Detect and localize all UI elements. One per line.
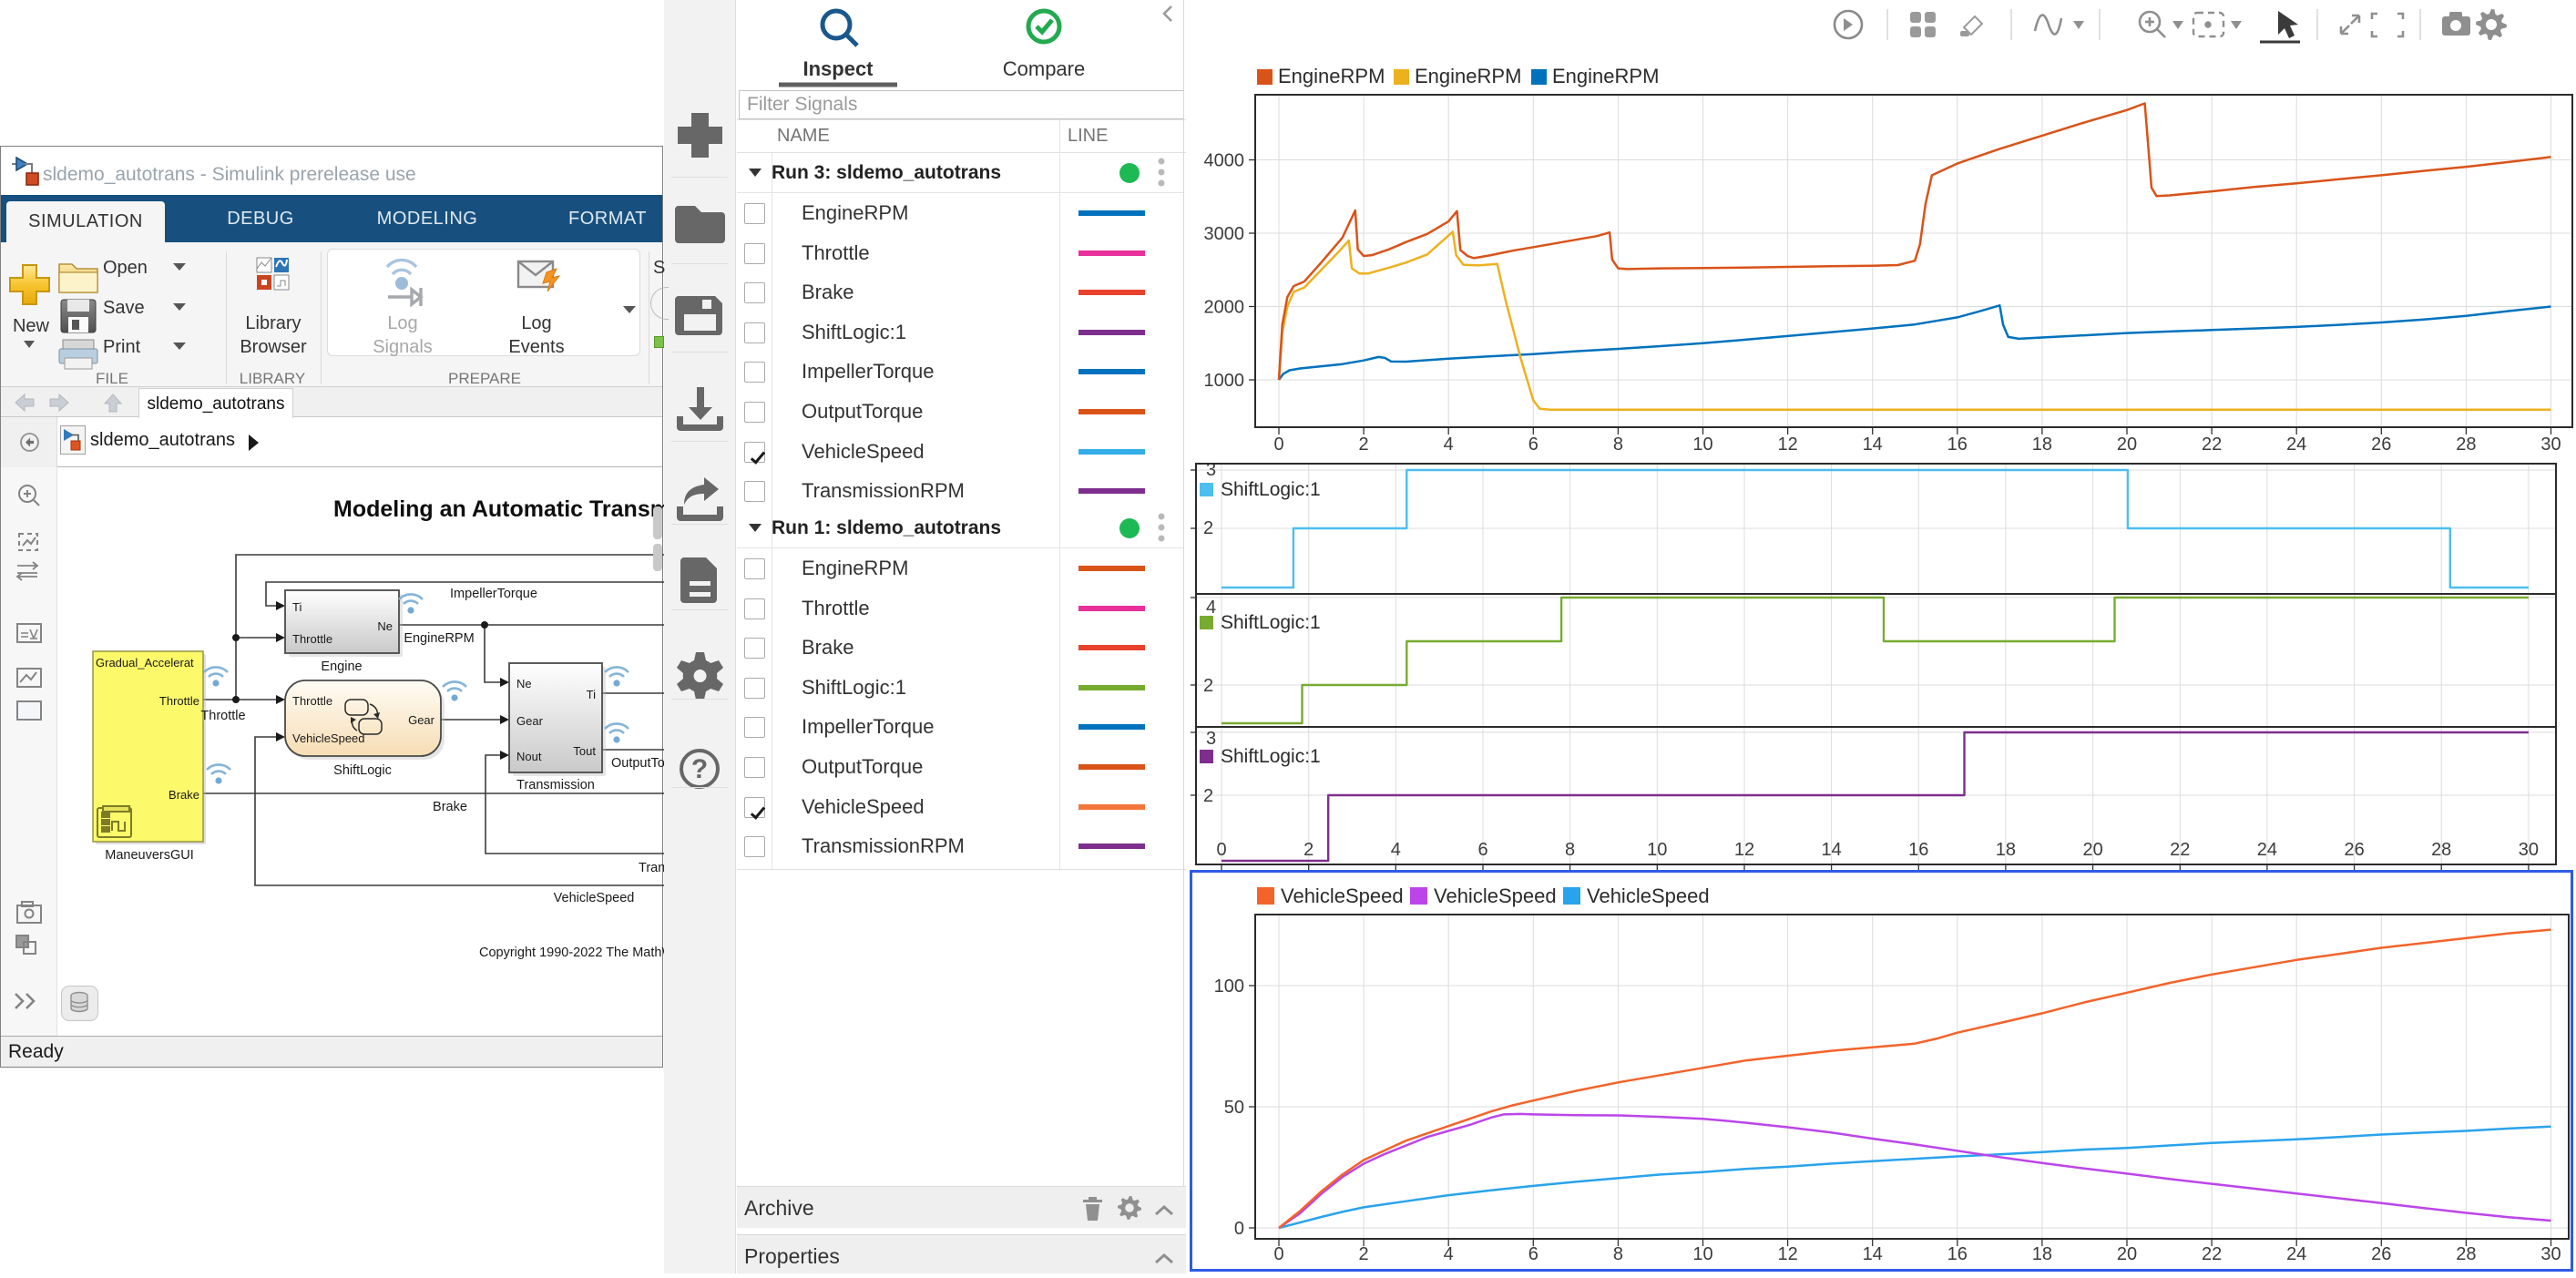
- svg-text:22: 22: [2202, 435, 2222, 455]
- svg-text:4: 4: [1444, 435, 1454, 455]
- svg-text:1000: 1000: [1204, 371, 1245, 391]
- svg-text:3: 3: [1206, 460, 1216, 480]
- svg-text:22: 22: [2202, 1244, 2222, 1264]
- svg-text:Gear: Gear: [408, 713, 435, 727]
- svg-text:Modeling an Automatic Transmis: Modeling an Automatic Transmission Contr…: [333, 496, 664, 522]
- svg-text:2: 2: [1359, 1244, 1369, 1264]
- svg-text:VehicleSpeed: VehicleSpeed: [1434, 884, 1557, 907]
- svg-text:Copyright 1990-2022 The MathW: Copyright 1990-2022 The MathW: [479, 946, 664, 960]
- svg-text:ShiftLogic:1: ShiftLogic:1: [1221, 746, 1321, 767]
- svg-text:12: 12: [1777, 435, 1797, 455]
- svg-text:Tout: Tout: [573, 744, 596, 758]
- svg-text:3000: 3000: [1204, 224, 1245, 244]
- svg-text:100: 100: [1214, 976, 1244, 997]
- svg-text:EngineRPM: EngineRPM: [1415, 65, 1521, 87]
- svg-text:Throttle: Throttle: [292, 694, 332, 708]
- svg-text:20: 20: [2082, 840, 2102, 860]
- svg-text:Gradual_Accelerat: Gradual_Accelerat: [96, 656, 194, 670]
- svg-text:18: 18: [1996, 840, 2016, 860]
- svg-text:16: 16: [1908, 840, 1928, 860]
- svg-text:20: 20: [2117, 1244, 2137, 1264]
- svg-text:30: 30: [2519, 840, 2539, 860]
- svg-text:Engine: Engine: [321, 659, 362, 674]
- svg-text:2: 2: [1359, 435, 1369, 455]
- svg-text:0: 0: [1273, 435, 1283, 455]
- svg-text:8: 8: [1565, 840, 1575, 860]
- svg-text:4: 4: [1206, 598, 1216, 618]
- svg-text:EngineRPM: EngineRPM: [1278, 65, 1385, 87]
- svg-text:22: 22: [2170, 840, 2190, 860]
- svg-text:28: 28: [2456, 435, 2476, 455]
- svg-text:14: 14: [1821, 840, 1841, 860]
- svg-text:2: 2: [1203, 518, 1213, 538]
- svg-text:10: 10: [1692, 435, 1712, 455]
- svg-text:50: 50: [1224, 1098, 1244, 1118]
- svg-text:ImpellerTorque: ImpellerTorque: [450, 587, 537, 601]
- svg-text:6: 6: [1528, 435, 1538, 455]
- svg-text:18: 18: [2032, 1244, 2052, 1264]
- svg-text:ShiftLogic: ShiftLogic: [333, 763, 392, 778]
- svg-text:24: 24: [2257, 840, 2277, 860]
- svg-text:8: 8: [1613, 435, 1623, 455]
- svg-text:6: 6: [1477, 840, 1487, 860]
- svg-text:0: 0: [1273, 1244, 1283, 1264]
- svg-text:OutputTor: OutputTor: [611, 756, 664, 771]
- svg-text:VehicleSpeed: VehicleSpeed: [292, 731, 365, 745]
- svg-text:ManeuversGUI: ManeuversGUI: [105, 848, 194, 863]
- svg-text:Throttle: Throttle: [200, 709, 245, 723]
- svg-text:10: 10: [1647, 840, 1667, 860]
- svg-text:26: 26: [2371, 435, 2391, 455]
- svg-text:4: 4: [1391, 840, 1401, 860]
- svg-text:EngineRPM: EngineRPM: [404, 631, 474, 646]
- svg-text:16: 16: [1947, 435, 1968, 455]
- svg-text:26: 26: [2371, 1244, 2391, 1264]
- svg-text:EngineRPM: EngineRPM: [1552, 65, 1659, 87]
- svg-text:0: 0: [1216, 840, 1226, 860]
- svg-text:0: 0: [1234, 1219, 1244, 1239]
- svg-text:VehicleSpeed: VehicleSpeed: [1281, 884, 1404, 907]
- svg-text:6: 6: [1528, 1244, 1538, 1264]
- svg-text:VehicleSpeed: VehicleSpeed: [1587, 884, 1710, 907]
- svg-text:12: 12: [1734, 840, 1754, 860]
- svg-text:16: 16: [1947, 1244, 1968, 1264]
- svg-text:ShiftLogic:1: ShiftLogic:1: [1221, 612, 1321, 633]
- svg-text:2000: 2000: [1204, 298, 1245, 318]
- svg-text:?: ?: [691, 754, 708, 784]
- svg-text:Brake: Brake: [169, 788, 199, 802]
- svg-text:30: 30: [2540, 1244, 2561, 1264]
- svg-text:18: 18: [2032, 435, 2052, 455]
- svg-text:Brake: Brake: [433, 800, 467, 814]
- svg-text:Ti: Ti: [587, 688, 596, 701]
- svg-text:24: 24: [2286, 435, 2306, 455]
- svg-text:Ti: Ti: [292, 600, 302, 614]
- svg-text:2: 2: [1203, 676, 1213, 696]
- svg-text:Throttle: Throttle: [292, 632, 332, 646]
- svg-text:Transmission: Transmission: [516, 778, 595, 792]
- svg-text:2: 2: [1203, 786, 1213, 806]
- svg-text:Tran: Tran: [639, 861, 664, 875]
- svg-text:24: 24: [2286, 1244, 2306, 1264]
- svg-text:VehicleSpeed: VehicleSpeed: [554, 891, 635, 905]
- svg-text:2: 2: [1303, 840, 1314, 860]
- svg-text:10: 10: [1692, 1244, 1712, 1264]
- svg-text:Throttle: Throttle: [159, 694, 199, 708]
- svg-text:4: 4: [1444, 1244, 1454, 1264]
- svg-text:14: 14: [1863, 435, 1883, 455]
- svg-text:28: 28: [2456, 1244, 2476, 1264]
- svg-text:Ne: Ne: [516, 677, 532, 690]
- svg-text:12: 12: [1777, 1244, 1797, 1264]
- svg-text:Gear: Gear: [516, 714, 544, 728]
- svg-text:4000: 4000: [1204, 151, 1245, 171]
- svg-text:28: 28: [2431, 840, 2451, 860]
- svg-text:Nout: Nout: [516, 750, 542, 763]
- svg-text:3: 3: [1206, 729, 1216, 749]
- svg-text:26: 26: [2344, 840, 2364, 860]
- svg-text:ShiftLogic:1: ShiftLogic:1: [1221, 479, 1321, 500]
- svg-text:8: 8: [1613, 1244, 1623, 1264]
- svg-text:30: 30: [2540, 435, 2561, 455]
- svg-text:14: 14: [1863, 1244, 1883, 1264]
- svg-text:Ne: Ne: [377, 619, 393, 633]
- svg-text:20: 20: [2117, 435, 2137, 455]
